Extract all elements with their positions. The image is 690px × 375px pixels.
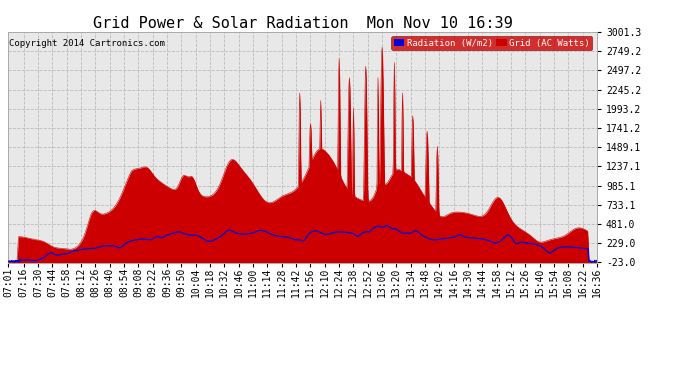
Text: Copyright 2014 Cartronics.com: Copyright 2014 Cartronics.com xyxy=(10,39,166,48)
Title: Grid Power & Solar Radiation  Mon Nov 10 16:39: Grid Power & Solar Radiation Mon Nov 10 … xyxy=(92,16,513,31)
Legend: Radiation (W/m2), Grid (AC Watts): Radiation (W/m2), Grid (AC Watts) xyxy=(391,36,592,50)
